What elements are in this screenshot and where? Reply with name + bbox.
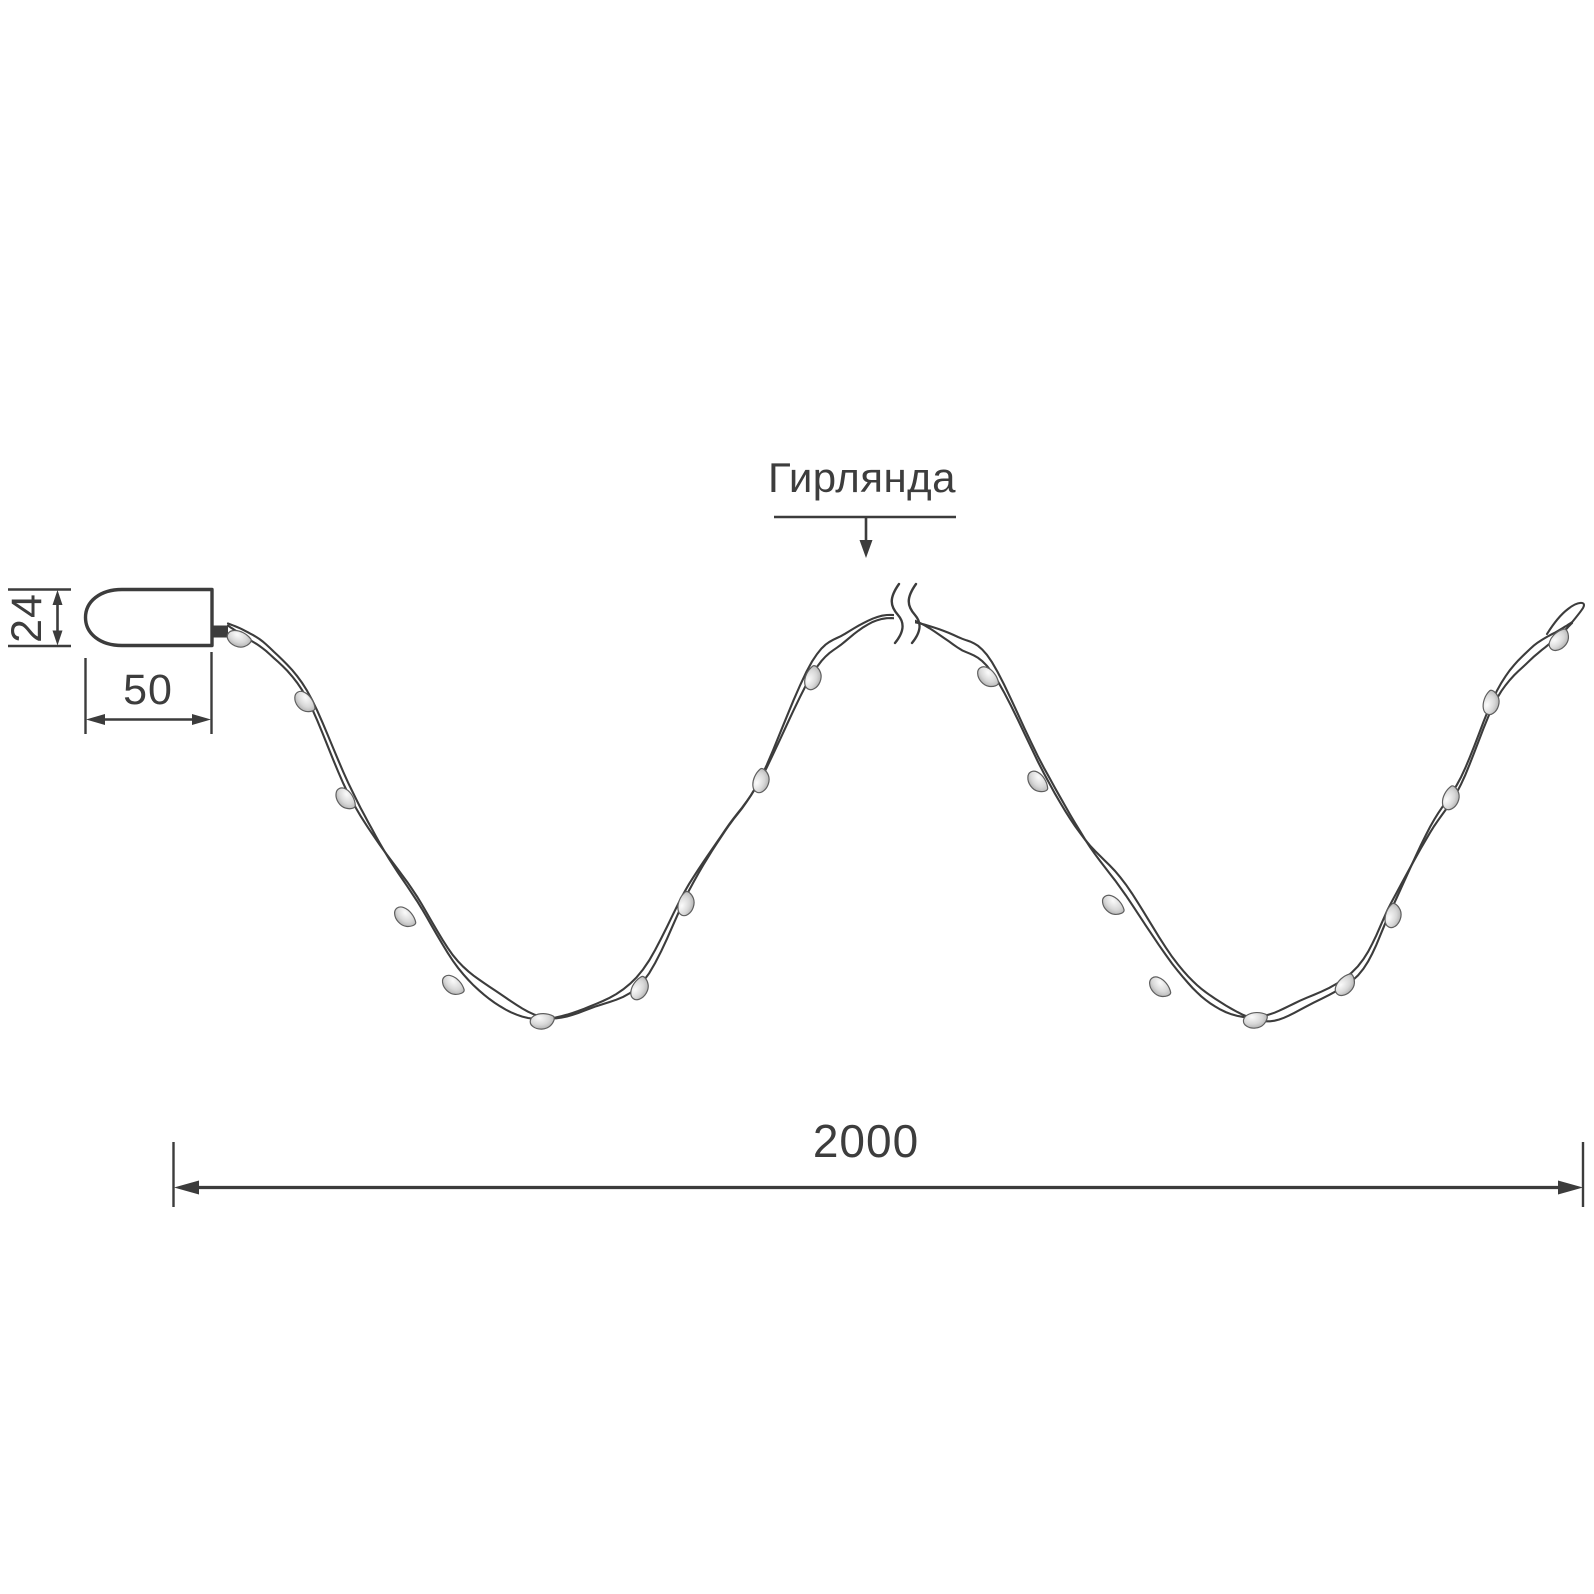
length-value: 2000 <box>813 1115 919 1167</box>
led-bulb <box>1441 785 1460 811</box>
box-width-value: 50 <box>123 666 173 714</box>
arrow-down-icon <box>859 540 873 558</box>
wire-strand <box>226 613 1574 1023</box>
led-bulb <box>294 690 316 713</box>
dimension-box-width: 50 <box>84 652 213 734</box>
arrow-right-icon <box>1558 1180 1583 1195</box>
break-symbol <box>890 578 921 650</box>
battery-box <box>83 587 228 648</box>
led-bulbs <box>226 628 1570 1030</box>
garland-wire <box>226 601 1585 1023</box>
led-bulb <box>677 890 695 917</box>
led-bulb <box>1149 976 1172 998</box>
wire-end-hook <box>1545 601 1585 648</box>
led-bulb <box>226 629 252 648</box>
arrow-right-icon <box>192 714 211 725</box>
garland-label-text: Гирлянда <box>768 454 956 501</box>
led-bulb <box>804 665 822 691</box>
led-bulb <box>1101 894 1125 916</box>
led-bulb <box>1334 973 1356 997</box>
led-bulb <box>630 975 649 1001</box>
arrow-down-icon <box>52 630 63 646</box>
break-squiggle <box>890 582 904 645</box>
led-bulb <box>529 1013 555 1030</box>
led-bulb <box>335 787 356 810</box>
dimension-height: 24 <box>3 588 71 648</box>
arrow-up-icon <box>52 590 63 605</box>
led-bulb <box>441 974 465 996</box>
dimension-length: 2000 <box>172 1115 1585 1207</box>
garland-label: Гирлянда <box>768 454 956 558</box>
led-bulb <box>394 906 417 928</box>
led-bulb <box>1482 689 1500 716</box>
led-bulb <box>1242 1011 1268 1029</box>
arrow-left-icon <box>174 1180 199 1195</box>
battery-connector <box>212 625 228 638</box>
led-bulb <box>977 666 1000 688</box>
break-squiggle <box>907 582 921 645</box>
led-bulb <box>1548 628 1570 652</box>
led-bulb <box>1384 902 1402 929</box>
battery-box-outline <box>83 587 214 648</box>
arrow-left-icon <box>86 714 105 725</box>
led-bulb <box>752 767 770 794</box>
led-bulb <box>1027 770 1049 793</box>
height-value: 24 <box>3 593 51 643</box>
